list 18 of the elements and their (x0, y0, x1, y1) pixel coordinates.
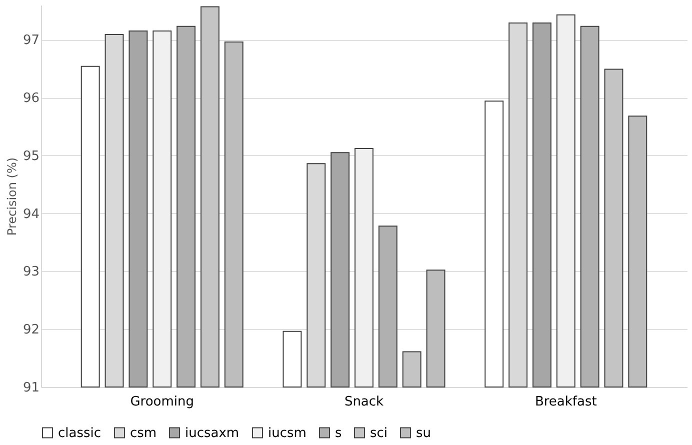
legend-label: sci (370, 426, 388, 441)
y-tick-label: 93 (22, 264, 40, 280)
legend-label: s (335, 426, 342, 441)
y-tick-label: 91 (22, 380, 40, 396)
y-axis-title: Precision (%) (4, 157, 19, 236)
legend-label: classic (58, 426, 102, 441)
legend-label: su (416, 426, 432, 441)
y-tick-label: 97 (22, 33, 40, 48)
y-tick-label: 96 (22, 91, 40, 106)
legend-label: iucsm (268, 426, 306, 441)
y-tick-label: 95 (22, 148, 40, 164)
x-tick-label: Snack (344, 394, 384, 410)
y-tick-label: 94 (22, 206, 40, 222)
x-tick-label: Breakfast (534, 394, 597, 410)
y-tick-label: 92 (22, 322, 40, 338)
legend-label: csm (130, 426, 157, 441)
legend-label: iucsaxm (185, 426, 240, 441)
x-tick-label: Grooming (130, 394, 194, 410)
